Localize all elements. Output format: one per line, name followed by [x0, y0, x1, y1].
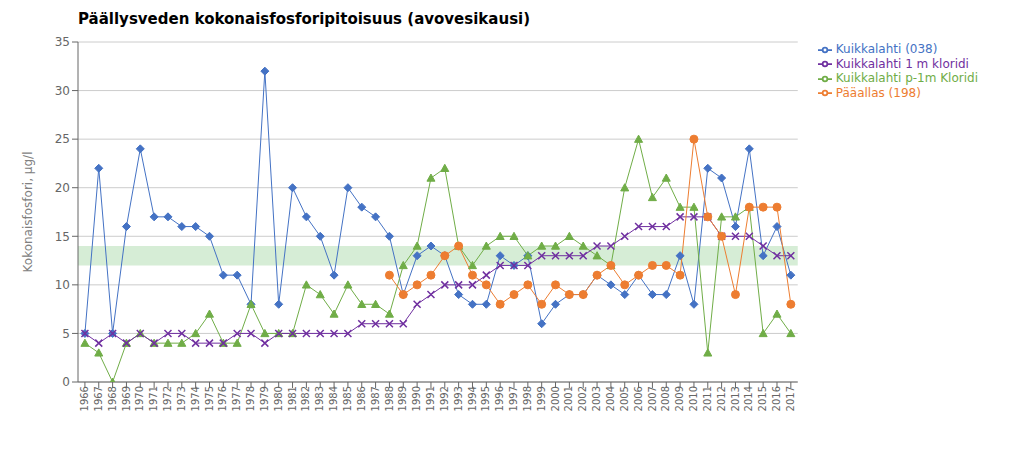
svg-text:2004: 2004	[605, 386, 616, 411]
svg-text:1984: 1984	[328, 386, 339, 411]
svg-text:1981: 1981	[287, 386, 298, 411]
svg-text:2011: 2011	[702, 386, 713, 411]
svg-text:1979: 1979	[259, 386, 270, 411]
svg-text:1986: 1986	[356, 386, 367, 411]
svg-text:1980: 1980	[273, 386, 284, 411]
svg-text:1989: 1989	[397, 386, 408, 411]
svg-text:2003: 2003	[591, 386, 602, 411]
html-text:Kuikkalahti (038): Kuikkalahti (038)	[835, 42, 938, 56]
svg-text:1996: 1996	[494, 386, 505, 411]
svg-text:1975: 1975	[204, 386, 215, 411]
svg-text:2015: 2015	[757, 386, 768, 411]
html-text:Kuikkalahti p-1m Kloridi: Kuikkalahti p-1m Kloridi	[835, 71, 978, 85]
svg-text:1992: 1992	[439, 386, 450, 411]
svg-text:1999: 1999	[536, 386, 547, 411]
svg-text:1966: 1966	[79, 386, 90, 411]
svg-text:10: 10	[55, 278, 70, 292]
html-text:Kuikkalahti 1 m kloridi: Kuikkalahti 1 m kloridi	[835, 56, 969, 71]
svg-text:2009: 2009	[674, 386, 685, 411]
svg-text:1967: 1967	[93, 386, 104, 411]
svg-text:2010: 2010	[688, 386, 699, 411]
svg-text:1985: 1985	[342, 386, 353, 411]
svg-text:1983: 1983	[314, 386, 325, 411]
svg-text:2001: 2001	[563, 386, 574, 411]
svg-text:30: 30	[55, 84, 70, 98]
svg-text:2002: 2002	[577, 386, 588, 411]
svg-text:5: 5	[62, 327, 70, 341]
svg-text:1978: 1978	[245, 386, 256, 411]
svg-text:2013: 2013	[730, 386, 741, 411]
svg-text:Kokonaisfosfori, µg/l: Kokonaisfosfori, µg/l	[21, 152, 35, 273]
svg-text:35: 35	[55, 35, 70, 49]
svg-text:1968: 1968	[107, 386, 118, 411]
svg-text:2008: 2008	[660, 386, 671, 411]
svg-text:15: 15	[55, 230, 70, 244]
svg-text:2017: 2017	[785, 386, 796, 411]
svg-text:2012: 2012	[716, 386, 727, 411]
svg-text:1970: 1970	[134, 386, 145, 411]
svg-text:1974: 1974	[190, 386, 201, 411]
svg-text:1973: 1973	[176, 386, 187, 411]
svg-text:1971: 1971	[148, 386, 159, 411]
svg-text:2000: 2000	[550, 386, 561, 411]
svg-text:25: 25	[55, 132, 70, 146]
svg-text:1997: 1997	[508, 386, 519, 411]
svg-text:1994: 1994	[467, 386, 478, 411]
svg-text:0: 0	[62, 375, 70, 389]
svg-text:2014: 2014	[743, 386, 754, 411]
svg-text:1988: 1988	[384, 386, 395, 411]
svg-text:1998: 1998	[522, 386, 533, 411]
svg-text:1995: 1995	[480, 386, 491, 411]
svg-text:1991: 1991	[425, 386, 436, 411]
svg-text:1993: 1993	[453, 386, 464, 411]
svg-text:1972: 1972	[162, 386, 173, 411]
svg-text:1982: 1982	[300, 386, 311, 411]
svg-text:1977: 1977	[231, 386, 242, 411]
svg-text:1987: 1987	[370, 386, 381, 411]
html-text:Pääallas (198): Pääallas (198)	[835, 85, 921, 100]
svg-text:2007: 2007	[647, 386, 658, 411]
svg-text:2006: 2006	[633, 386, 644, 411]
svg-text:20: 20	[55, 181, 70, 195]
svg-text:1976: 1976	[217, 386, 228, 411]
svg-text:1990: 1990	[411, 386, 422, 411]
svg-text:2016: 2016	[771, 386, 782, 411]
svg-text:1969: 1969	[121, 386, 132, 411]
html-text:Päällysveden kokonaisfosforipi: Päällysveden kokonaisfosforipitoisuus (a…	[78, 10, 531, 28]
svg-text:2005: 2005	[619, 386, 630, 411]
